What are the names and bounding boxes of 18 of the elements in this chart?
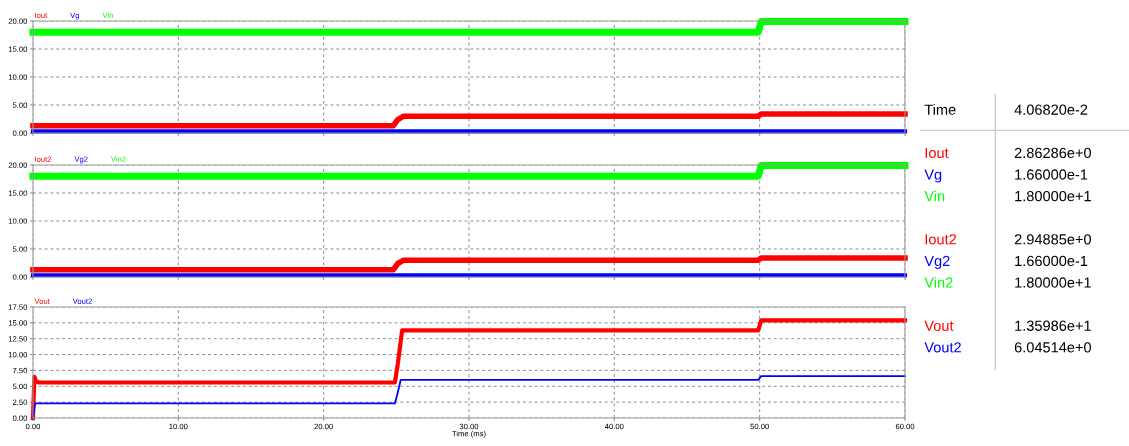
text: 2.86286e+0 bbox=[1014, 147, 1092, 159]
category-label: Vin2 bbox=[924, 276, 953, 288]
text: 2.94885e+0 bbox=[1014, 234, 1092, 245]
text: 1.66000e-1 bbox=[1015, 169, 1088, 180]
category-label: Vin bbox=[924, 190, 945, 202]
category-label: Iout bbox=[925, 147, 949, 159]
category-label: Iout2 bbox=[925, 234, 957, 245]
text: 1.35986e+1 bbox=[1015, 320, 1091, 331]
category-label: Vg2 bbox=[924, 255, 950, 269]
text: 1.80000e+1 bbox=[1015, 190, 1091, 202]
text: 1.66000e-1 bbox=[1015, 255, 1088, 267]
category-label: Vg bbox=[924, 169, 942, 183]
text: 1.80000e+1 bbox=[1015, 277, 1091, 288]
text: 4.06820e-2 bbox=[1014, 104, 1088, 115]
category-label: Vout2 bbox=[924, 342, 961, 353]
category-label: Vout bbox=[924, 320, 954, 331]
text: 6.04514e+0 bbox=[1014, 342, 1092, 353]
category-label: Time bbox=[924, 104, 956, 115]
